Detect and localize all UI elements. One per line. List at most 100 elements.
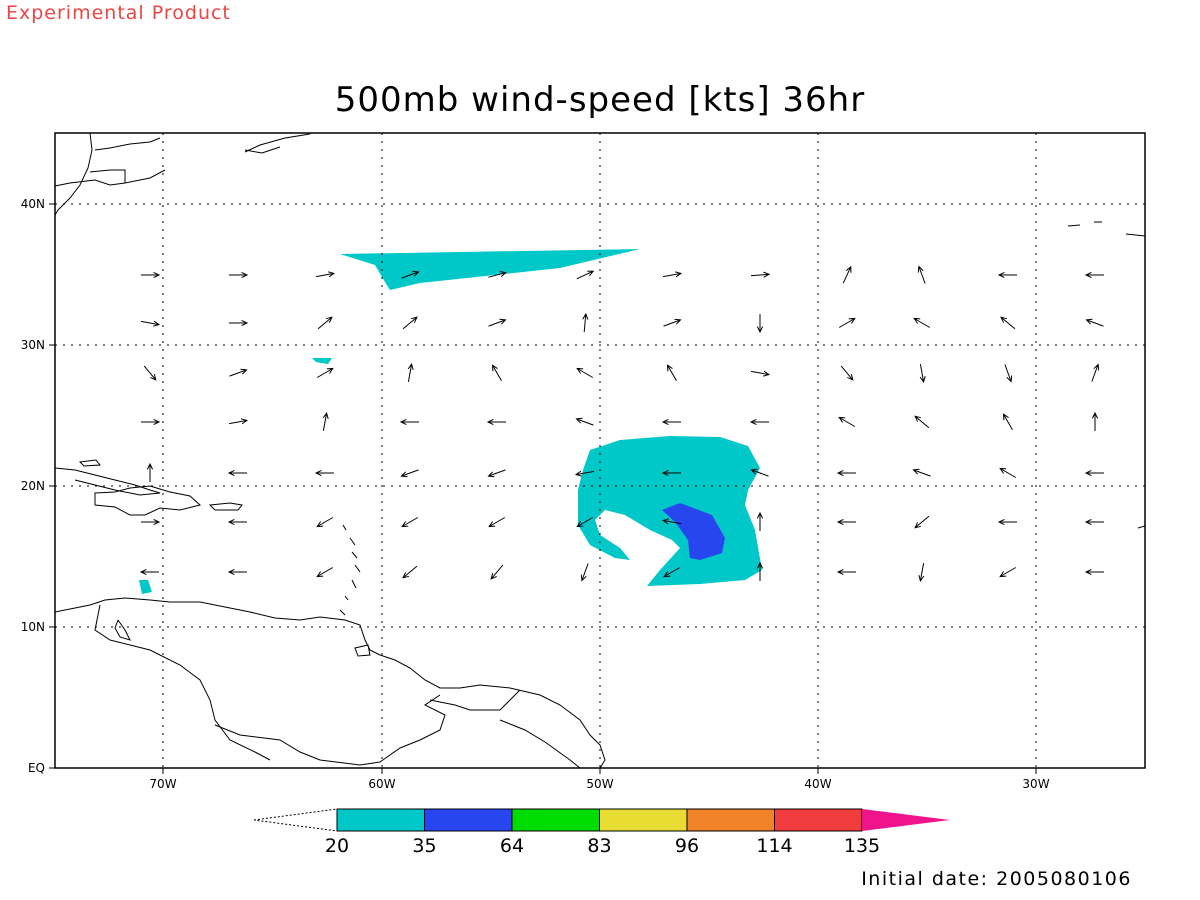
wind-arrow [490,564,504,580]
wind-arrow [141,518,161,526]
shaded-patch-20-35 [312,358,332,364]
wind-arrow [400,469,419,478]
coastline-hispaniola [94,485,202,516]
lon-label-50w: 50W [586,777,613,791]
coastline-puerto-rico [208,502,243,511]
colorbar-label-64: 64 [500,835,524,857]
wind-arrow [1091,411,1099,431]
wind-arrow [576,367,594,378]
wind-arrow [997,271,1017,279]
wind-arrow [139,568,159,576]
initial-date: Initial date: 2005080106 [861,868,1132,890]
coastline-south-america [54,597,606,769]
colorbar-label-20: 20 [325,835,349,857]
wind-arrow [1091,363,1100,382]
wind-arrow [1084,568,1104,576]
map-title: 500mb wind-speed [kts] 36hr [334,80,866,120]
wind-arrow [756,511,764,531]
colorbar-label-96: 96 [675,835,699,857]
wind-arrow [317,316,333,330]
wind-arrow [141,271,161,279]
wind-arrow [316,367,334,378]
wind-arrow [1085,318,1104,327]
wind-arrow [316,567,334,578]
colorbar-label-135: 135 [844,835,880,857]
wind-arrow [838,317,856,328]
wind-arrow [917,265,926,284]
colorbar-segment [774,808,863,832]
lat-axis [49,203,55,769]
wind-arrow [751,370,771,377]
shaded-patch-20-35 [139,580,152,594]
wind-arrow [661,418,681,426]
wind-arrow [401,517,419,528]
wind-arrow [914,415,930,429]
wind-arrow [663,567,681,578]
wind-arrow [399,418,419,426]
wind-arrow [1084,518,1104,526]
colorbar-segment [336,808,425,832]
wind-arrow [999,467,1017,478]
lon-label-40w: 40W [804,777,831,791]
wind-arrow [576,270,595,280]
lat-label-30n: 30N [21,338,45,352]
colorbar-right-triangle [862,809,950,831]
map-grid [55,133,1145,768]
wind-arrow [491,364,502,382]
wind-arrow [229,418,249,425]
wind-arrow [314,469,334,477]
wind-arrow [1084,271,1104,279]
lon-label-30w: 30W [1022,777,1049,791]
wind-arrow [141,418,161,426]
wind-arrow [842,265,852,284]
wind-arrow [840,365,854,381]
wind-speed-shading [139,249,762,594]
wind-arrow [402,316,418,330]
coastline-lesser-antilles [339,524,361,616]
wind-arrow [229,319,249,327]
wind-arrow [227,518,247,526]
wind-arrow [1002,413,1013,431]
shaded-band-20-35 [340,249,640,290]
product-label: Experimental Product [6,2,231,24]
wind-arrow [401,270,420,279]
wind-arrow [912,468,931,477]
wind-arrow [229,368,248,377]
wind-arrow [836,568,856,576]
lat-label-40n: 40N [21,197,45,211]
coastlines [54,132,1146,769]
lat-label-20n: 20N [21,479,45,493]
coastline-jamaica [78,459,101,467]
wind-arrow [488,318,507,327]
lon-axis [162,768,1037,774]
wind-arrow [227,568,247,576]
wind-arrow [1000,316,1016,330]
lat-tick-labels: EQ 10N 20N 30N 40N [21,197,45,775]
wind-arrow [750,468,769,477]
wind-arrow [661,518,681,525]
wind-arrow [316,271,336,278]
wind-arrow [402,565,418,579]
wind-arrow [488,271,507,278]
lat-label-eq: EQ [28,761,45,775]
wind-arrow [663,318,682,327]
wind-arrow [997,518,1017,526]
lon-label-70w: 70W [149,777,176,791]
wind-arrow [663,271,683,278]
wind-arrow [316,517,334,528]
colorbar-left-triangle [253,808,338,832]
wind-arrow [322,411,329,431]
colorbar-segment [686,808,775,832]
wind-vectors [139,265,1104,583]
wind-arrow [838,416,856,427]
colorbar-segment [599,808,688,832]
wind-arrow [574,470,594,477]
colorbar: 20 35 64 83 96 114 135 [253,808,950,857]
wind-arrow [749,418,769,426]
wind-arrow [914,515,930,529]
wind-arrow [486,418,506,426]
wind-arrow [580,563,589,582]
wind-arrow [582,312,589,333]
wind-arrow [913,317,931,328]
